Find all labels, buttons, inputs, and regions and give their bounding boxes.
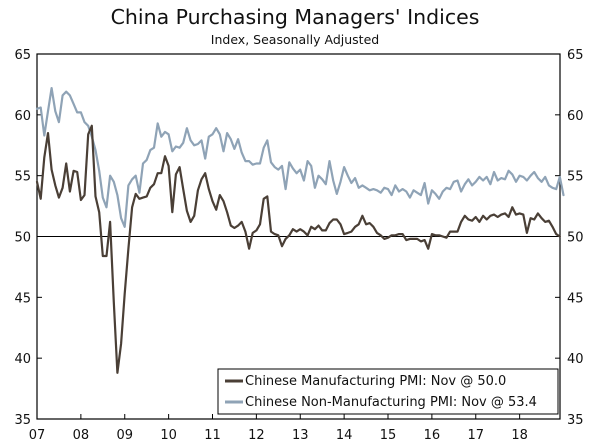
y-axis-left: 35 40 45 50 55 60 65 [14, 48, 42, 428]
legend-box [217, 368, 559, 415]
x-tick-label: 15 [380, 428, 397, 443]
y-tick-label-right: 50 [567, 231, 584, 246]
chart-subtitle: Index, Seasonally Adjusted [211, 32, 379, 47]
series-line-non-manufacturing [35, 86, 565, 228]
y-axis-right: 35 40 45 50 55 60 65 [555, 48, 584, 428]
y-tick-label-left: 35 [14, 413, 31, 428]
x-axis: 07 08 09 10 11 12 13 14 15 16 17 18 [29, 414, 528, 443]
y-tick-label-left: 55 [14, 170, 31, 185]
x-tick-label: 09 [116, 428, 133, 443]
series-layer [35, 86, 565, 374]
y-tick-label-right: 45 [567, 291, 584, 306]
x-tick-label: 08 [73, 428, 90, 443]
y-tick-label-right: 35 [567, 413, 584, 428]
x-tick-label: 07 [29, 428, 46, 443]
x-tick-label: 17 [467, 428, 484, 443]
x-tick-label: 14 [336, 428, 353, 443]
legend: Chinese Manufacturing PMI: Nov @ 50.0 Ch… [217, 368, 559, 415]
y-tick-label-right: 60 [567, 109, 584, 124]
legend-label-non-manufacturing: Chinese Non-Manufacturing PMI: Nov @ 53.… [245, 395, 537, 410]
y-tick-label-left: 50 [14, 231, 31, 246]
legend-label-manufacturing: Chinese Manufacturing PMI: Nov @ 50.0 [245, 374, 506, 389]
y-tick-label-left: 45 [14, 291, 31, 306]
x-tick-label: 18 [511, 428, 528, 443]
y-tick-label-left: 60 [14, 109, 31, 124]
y-tick-label-right: 65 [567, 48, 584, 63]
series-line-manufacturing [35, 124, 561, 374]
x-tick-label: 10 [160, 428, 177, 443]
y-tick-label-right: 55 [567, 170, 584, 185]
x-tick-label: 16 [424, 428, 441, 443]
y-tick-label-left: 65 [14, 48, 31, 63]
x-tick-label: 11 [204, 428, 221, 443]
y-tick-label-right: 40 [567, 352, 584, 367]
chart-title: China Purchasing Managers' Indices [111, 5, 480, 29]
x-tick-label: 12 [248, 428, 265, 443]
x-tick-label: 13 [292, 428, 309, 443]
y-tick-label-left: 40 [14, 352, 31, 367]
